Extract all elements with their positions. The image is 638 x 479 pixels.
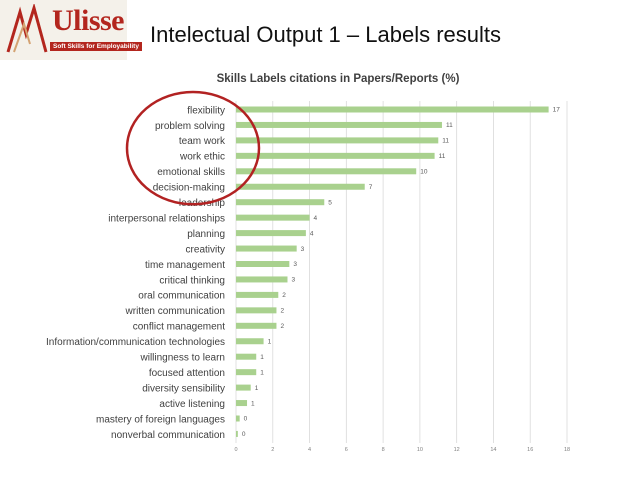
bar (236, 121, 442, 128)
category-label: active listening (159, 399, 225, 410)
bar (236, 106, 549, 113)
data-label: 1 (251, 400, 255, 407)
data-label: 2 (280, 308, 284, 315)
data-label: 0 (242, 431, 246, 438)
slide-title: Intelectual Output 1 – Labels results (150, 22, 501, 47)
category-label: focused attention (149, 368, 225, 379)
category-label: willingness to learn (140, 353, 226, 364)
category-label: emotional skills (157, 167, 225, 178)
bar (236, 291, 279, 298)
data-label: 3 (293, 261, 297, 268)
bar (236, 353, 257, 360)
bar (236, 384, 251, 391)
x-tick-label: 12 (454, 447, 460, 453)
category-label: oral communication (138, 291, 225, 302)
category-label: interpersonal relationships (108, 213, 225, 224)
bar (236, 276, 288, 283)
category-label: flexibility (187, 105, 225, 116)
data-label: 11 (442, 138, 449, 145)
data-label: 4 (314, 215, 318, 222)
bar (236, 430, 238, 437)
category-label: decision-making (153, 183, 225, 194)
category-label: mastery of foreign languages (96, 414, 225, 425)
bar (236, 137, 439, 144)
data-label: 4 (310, 230, 314, 237)
data-label: 1 (268, 338, 272, 345)
logo-tagline: Soft Skills for Employability (50, 42, 142, 51)
bar (236, 214, 310, 221)
data-label: 7 (369, 184, 373, 191)
data-label: 5 (328, 199, 332, 206)
category-label: time management (145, 260, 225, 271)
bar (236, 199, 325, 206)
data-label: 11 (446, 122, 453, 129)
x-tick-label: 18 (564, 447, 570, 453)
x-tick-label: 10 (417, 447, 423, 453)
bar (236, 322, 277, 329)
category-label: nonverbal communication (111, 430, 225, 441)
category-label: problem solving (155, 121, 225, 132)
x-tick-label: 16 (527, 447, 533, 453)
data-label: 2 (280, 323, 284, 330)
x-tick-label: 14 (490, 447, 496, 453)
highlight-circle (125, 90, 261, 206)
data-label: 11 (439, 153, 446, 160)
category-label: diversity sensibility (142, 383, 225, 394)
data-label: 1 (260, 354, 264, 361)
x-tick-label: 2 (271, 447, 274, 453)
chart-title: Skills Labels citations in Papers/Report… (217, 73, 460, 85)
bar (236, 183, 365, 190)
data-label: 17 (553, 107, 561, 114)
category-label: planning (187, 229, 225, 240)
data-label: 1 (255, 385, 259, 392)
data-label: 3 (301, 246, 305, 253)
logo: Ulisse Soft Skills for Employability (0, 0, 142, 60)
x-tick-label: 8 (382, 447, 385, 453)
bar (236, 369, 257, 376)
category-label: work ethic (179, 152, 225, 163)
bar (236, 415, 240, 422)
bar (236, 307, 277, 314)
data-label: 1 (260, 369, 264, 376)
bar (236, 338, 264, 345)
bar (236, 152, 435, 159)
logo-name: Ulisse (52, 4, 125, 37)
category-label: team work (179, 136, 226, 147)
bar (236, 245, 297, 252)
x-tick-label: 6 (345, 447, 348, 453)
category-label: Information/communication technologies (46, 337, 225, 348)
data-label: 2 (282, 292, 286, 299)
data-label: 10 (420, 169, 428, 176)
category-label: written communication (125, 306, 225, 317)
bar (236, 230, 306, 237)
category-label: conflict management (133, 322, 225, 333)
logo-icon (6, 4, 48, 53)
x-tick-label: 4 (308, 447, 311, 453)
bar (236, 400, 248, 407)
data-label: 0 (244, 416, 248, 423)
x-tick-label: 0 (234, 447, 237, 453)
bar (236, 168, 417, 175)
category-label: critical thinking (159, 275, 225, 286)
bar (236, 261, 290, 267)
category-label: creativity (186, 244, 225, 255)
data-label: 3 (291, 277, 295, 284)
